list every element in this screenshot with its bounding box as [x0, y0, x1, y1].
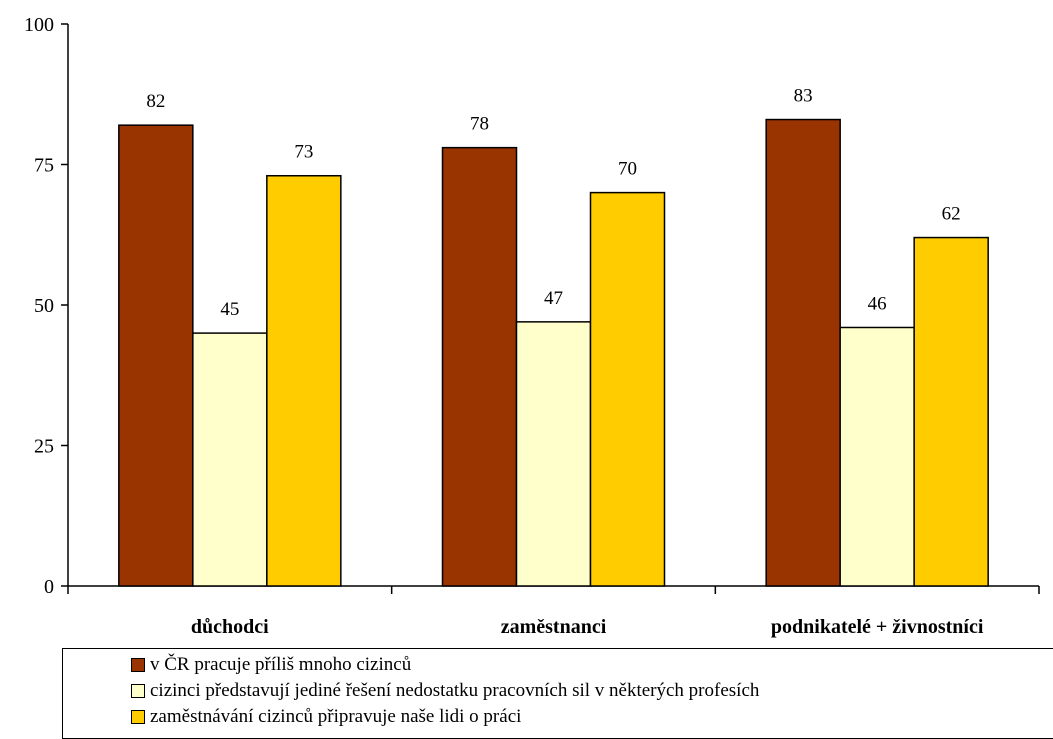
bar-1-2: [441, 146, 518, 587]
y-tick-label: 25: [34, 436, 54, 458]
x-category-label: zaměstnanci: [501, 616, 607, 638]
x-category-label: důchodci: [191, 616, 269, 638]
y-tick-label: 0: [44, 576, 54, 598]
legend-swatch-series-1: [131, 658, 145, 672]
legend: v ČR pracuje příliš mnoho cizinců cizinc…: [62, 648, 1053, 739]
bar-1-3: [765, 118, 841, 587]
bar-1-1: [118, 124, 194, 587]
legend-swatch-series-3: [131, 710, 145, 724]
bar-3-2: [589, 191, 666, 587]
bar-2-3: [839, 326, 915, 587]
legend-item-series-1: v ČR pracuje příliš mnoho cizinců: [131, 654, 411, 676]
y-tick-label: 50: [34, 295, 54, 317]
data-label: 82: [146, 91, 165, 112]
data-label: 45: [220, 299, 239, 320]
data-labels: 82 45 73 78 47 70 83 46 62: [146, 86, 960, 321]
legend-item-series-3: zaměstnávání cizinců připravuje naše lid…: [131, 706, 521, 728]
bar-chart: 0 25 50 75 100 důchodci zaměstnanci podnikatel…: [24, 14, 1040, 638]
legend-label-series-1: v ČR pracuje příliš mnoho cizinců: [150, 654, 412, 675]
bar-3-3: [913, 236, 989, 587]
bar-3-1: [266, 174, 342, 587]
y-axis: 0 25 50 75 100: [24, 14, 69, 598]
y-tick-label: 75: [34, 155, 54, 177]
x-category-label: podnikatelé + živnostníci: [771, 616, 984, 638]
bar-2-1: [192, 332, 268, 587]
legend-label-series-3: zaměstnávání cizinců připravuje naše lid…: [150, 706, 522, 727]
data-label: 47: [544, 288, 563, 309]
legend-swatch-series-2: [131, 684, 145, 698]
legend-label-series-2: cizinci představují jediné řešení nedost…: [150, 680, 760, 701]
data-label: 70: [618, 159, 637, 180]
bars: [118, 118, 989, 587]
data-label: 78: [470, 114, 489, 135]
data-label: 62: [942, 204, 961, 225]
data-label: 46: [868, 293, 887, 314]
y-tick-label: 100: [24, 14, 54, 36]
data-label: 73: [294, 142, 313, 163]
x-axis: důchodci zaměstnanci podnikatelé + živnost…: [67, 585, 1040, 638]
data-label: 83: [794, 86, 813, 107]
bar-2-2: [515, 321, 592, 587]
legend-item-series-2: cizinci představují jediné řešení nedost…: [131, 680, 759, 702]
